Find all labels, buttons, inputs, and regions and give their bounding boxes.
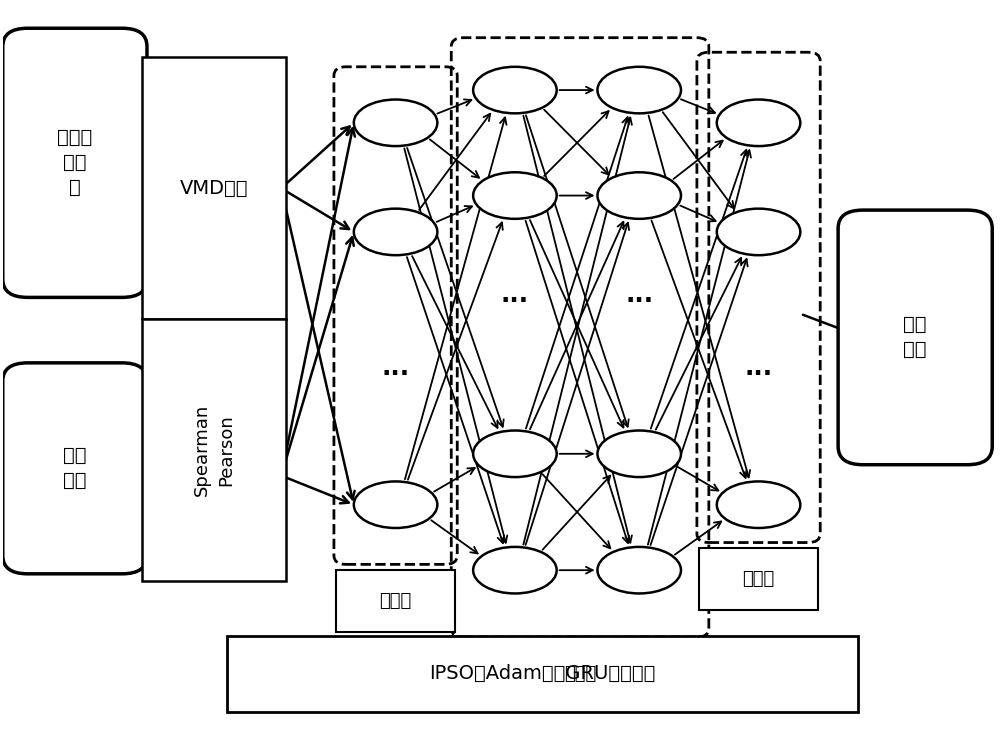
FancyBboxPatch shape: [336, 570, 455, 632]
Text: 输入层: 输入层: [379, 592, 412, 610]
FancyBboxPatch shape: [227, 636, 858, 712]
Text: 隐含层: 隐含层: [564, 665, 596, 683]
FancyBboxPatch shape: [838, 210, 992, 465]
Ellipse shape: [354, 209, 437, 255]
Ellipse shape: [717, 209, 800, 255]
Ellipse shape: [354, 100, 437, 146]
Ellipse shape: [597, 430, 681, 477]
Text: ···: ···: [501, 289, 529, 313]
Ellipse shape: [717, 100, 800, 146]
FancyBboxPatch shape: [3, 29, 147, 298]
FancyBboxPatch shape: [142, 319, 286, 581]
Text: 气象
数据: 气象 数据: [63, 446, 87, 490]
Text: ···: ···: [625, 289, 653, 313]
Ellipse shape: [597, 67, 681, 114]
Ellipse shape: [354, 482, 437, 528]
Text: ···: ···: [744, 362, 773, 386]
FancyBboxPatch shape: [699, 548, 818, 610]
Ellipse shape: [473, 172, 557, 219]
Text: IPSO、Adam优化GRU网络参数: IPSO、Adam优化GRU网络参数: [429, 664, 655, 683]
FancyBboxPatch shape: [142, 57, 286, 319]
Text: VMD分解: VMD分解: [180, 179, 248, 198]
Ellipse shape: [717, 482, 800, 528]
FancyBboxPatch shape: [3, 363, 147, 574]
Text: 预测
结果: 预测 结果: [903, 315, 927, 359]
Ellipse shape: [473, 67, 557, 114]
Text: ···: ···: [382, 362, 410, 386]
FancyBboxPatch shape: [478, 643, 682, 704]
Text: 输出层: 输出层: [742, 570, 775, 589]
Ellipse shape: [473, 430, 557, 477]
Text: 历史光
伏序
列: 历史光 伏序 列: [57, 128, 92, 197]
Ellipse shape: [473, 547, 557, 594]
Ellipse shape: [597, 547, 681, 594]
Ellipse shape: [597, 172, 681, 219]
Text: Spearman
Pearson: Spearman Pearson: [193, 404, 235, 496]
